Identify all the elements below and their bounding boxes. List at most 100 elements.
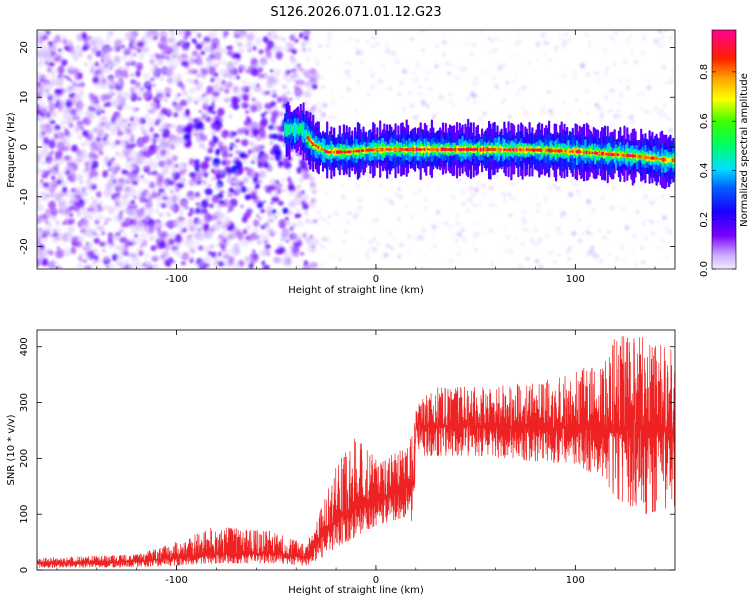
noise-blob	[230, 96, 239, 105]
noise-blob	[140, 175, 144, 179]
noise-blob	[124, 136, 132, 146]
noise-blob	[120, 38, 124, 42]
hot-spot	[385, 148, 392, 151]
noise-blob	[116, 130, 124, 137]
noise-blob	[42, 238, 48, 243]
noise-blob	[151, 191, 158, 199]
noise-blob	[235, 30, 243, 37]
noise-blob	[425, 103, 431, 109]
noise-blob	[318, 106, 323, 111]
noise-blob	[280, 111, 284, 117]
noise-blob	[130, 224, 139, 234]
noise-blob	[299, 252, 305, 256]
noise-blob	[39, 50, 45, 56]
noise-blob	[281, 93, 287, 99]
noise-blob	[218, 213, 224, 218]
noise-blob	[56, 162, 61, 166]
noise-blob	[302, 194, 309, 201]
noise-blob	[521, 216, 527, 223]
noise-blob	[37, 116, 40, 121]
noise-blob	[105, 217, 112, 222]
noise-blob	[51, 75, 59, 84]
noise-blob	[188, 78, 193, 83]
noise-blob	[200, 134, 208, 142]
noise-blob	[150, 245, 157, 252]
hot-spot	[394, 148, 401, 151]
noise-blob	[221, 80, 225, 85]
noise-blob	[330, 47, 334, 50]
noise-blob	[215, 195, 220, 199]
noise-blob	[343, 41, 347, 45]
snr-y-tick-label: 100	[19, 505, 30, 524]
noise-blob	[211, 177, 216, 181]
noise-blob	[444, 221, 449, 226]
noise-blob	[42, 169, 46, 174]
noise-blob	[153, 253, 159, 259]
noise-blob	[502, 97, 507, 103]
noise-blob	[447, 225, 453, 230]
noise-blob	[65, 207, 73, 213]
noise-blob	[87, 54, 92, 60]
noise-blob	[252, 219, 260, 228]
noise-blob	[407, 91, 412, 95]
noise-blob	[39, 81, 47, 88]
noise-blob	[264, 111, 269, 114]
spectrogram-y-tick-label: -20	[19, 238, 30, 254]
noise-blob	[507, 192, 512, 197]
noise-blob	[320, 244, 326, 250]
noise-blob	[428, 87, 432, 91]
noise-blob	[212, 197, 218, 204]
noise-blob	[195, 202, 200, 206]
noise-blob	[63, 69, 69, 74]
noise-blob	[514, 42, 518, 46]
noise-blob	[577, 218, 582, 223]
noise-blob	[142, 91, 148, 99]
noise-blob	[224, 165, 231, 173]
noise-blob	[219, 240, 226, 246]
noise-blob	[173, 94, 180, 102]
noise-blob	[37, 73, 42, 81]
noise-blob	[87, 213, 95, 219]
noise-blob	[245, 69, 249, 74]
noise-blob	[378, 43, 382, 47]
noise-blob	[63, 218, 72, 225]
noise-blob	[195, 53, 199, 56]
noise-blob	[285, 69, 292, 74]
noise-blob	[234, 186, 243, 194]
noise-blob	[225, 239, 231, 245]
noise-blob	[660, 194, 666, 200]
noise-blob	[81, 191, 89, 197]
noise-blob	[266, 205, 274, 212]
noise-blob	[176, 220, 185, 229]
snr-x-tick-label: 0	[373, 575, 379, 586]
noise-blob	[108, 90, 116, 97]
noise-blob	[641, 259, 646, 265]
noise-blob	[110, 141, 116, 149]
noise-blob	[289, 55, 295, 60]
noise-blob	[318, 43, 323, 48]
noise-blob	[195, 129, 199, 133]
noise-blob	[474, 187, 480, 193]
noise-blob	[188, 179, 196, 187]
noise-blob	[558, 35, 562, 40]
noise-blob	[608, 35, 614, 41]
noise-blob	[128, 208, 136, 217]
noise-blob	[269, 89, 276, 96]
noise-blob	[268, 133, 274, 140]
noise-blob	[272, 30, 277, 33]
noise-blob	[581, 232, 585, 237]
noise-blob	[326, 222, 331, 226]
colorbar-tick-label: 0.0	[699, 261, 710, 277]
noise-blob	[630, 51, 634, 55]
noise-blob	[139, 243, 144, 249]
noise-blob	[620, 48, 624, 51]
noise-blob	[621, 30, 626, 34]
noise-blob	[96, 200, 104, 206]
noise-blob	[613, 113, 619, 120]
noise-blob	[536, 202, 542, 208]
noise-blob	[603, 72, 608, 77]
noise-blob	[257, 65, 263, 70]
noise-blob	[95, 265, 101, 269]
noise-blob	[594, 102, 599, 108]
noise-blob	[44, 195, 50, 202]
